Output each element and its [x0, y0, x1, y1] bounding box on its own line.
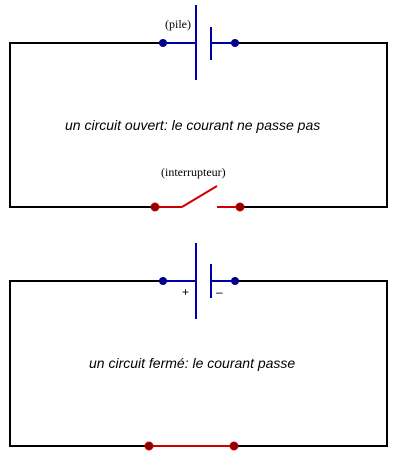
switch-terminal-right — [229, 441, 239, 451]
battery-terminal-left — [159, 277, 167, 285]
switch-terminal-left — [144, 441, 154, 451]
switch-label: (interrupteur) — [161, 165, 226, 179]
open-circuit: (pile) (interrupteur) un circuit ouvert:… — [9, 5, 388, 212]
closed-circuit-caption: un circuit fermé: le courant passe — [89, 355, 295, 371]
closed-circuit: + – un circuit fermé: le courant passe — [9, 243, 388, 451]
switch-terminal-right — [235, 202, 245, 212]
battery-terminal-left — [159, 39, 167, 47]
open-circuit-caption: un circuit ouvert: le courant ne passe p… — [65, 117, 320, 133]
open-switch — [150, 185, 245, 212]
battery — [159, 5, 239, 80]
battery — [159, 243, 239, 319]
closed-switch — [144, 441, 239, 451]
minus-sign: – — [216, 285, 223, 299]
closed-circuit-wire — [9, 280, 388, 447]
battery-terminal-right — [231, 39, 239, 47]
plus-sign: + — [182, 285, 189, 299]
switch-blade — [181, 185, 218, 208]
switch-terminal-left — [150, 202, 160, 212]
battery-label: (pile) — [165, 17, 191, 31]
open-circuit-wire — [9, 42, 388, 208]
battery-terminal-right — [231, 277, 239, 285]
